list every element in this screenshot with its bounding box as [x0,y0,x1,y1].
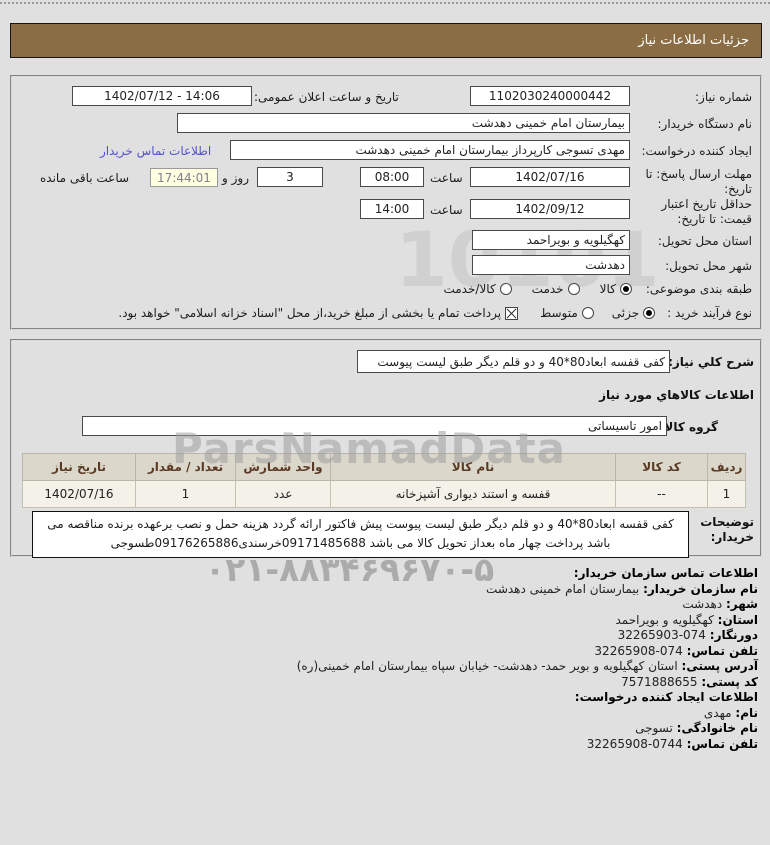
org-contact-heading: اطلاعات تماس سازمان خریدار: [573,566,758,580]
creator-input[interactable] [230,140,630,160]
cell-item-name: قفسه و استند دیواری آشپزخانه [330,480,616,508]
contact-section: اطلاعات تماس سازمان خریدار: نام سازمان خ… [12,566,758,752]
announce-datetime-input[interactable] [72,86,252,106]
deadline-days-label: روز و [222,171,249,185]
validity-date-input[interactable] [470,199,630,219]
deadline-hour-label: ساعت [430,171,463,185]
process-option-minor: جزئی [611,306,640,320]
items-table-header-row: ردیف کد کالا نام کالا واحد شمارش تعداد /… [22,453,746,481]
category-row: طبقه بندی موضوعی: کالا خدمت کالا/خدمت [443,282,752,296]
category-radio-goods-service[interactable] [499,283,512,295]
table-row: 1 -- قفسه و استند دیواری آشپزخانه عدد 1 … [22,480,746,508]
col-row-number: ردیف [707,453,746,481]
need-items-panel: شرح کلي نیاز: اطلاعات کالاهاي مورد نیاز … [10,339,762,558]
top-dotted-divider [0,2,770,4]
col-item-name: نام کالا [330,453,616,481]
org-phone-line: تلفن تماس: 32265908-074 [594,643,758,658]
validity-hour-label: ساعت [430,203,463,217]
org-province-line: استان: کهگیلویه و بویراحمد [615,612,758,627]
treasury-docs-checkbox[interactable] [505,306,519,320]
org-address-line: آدرس پستی: استان کهگیلویه و بویر حمد- ده… [296,659,758,673]
treasury-docs-label: پرداخت تمام یا بخشی از مبلغ خرید،از محل … [118,306,502,320]
page-title: جزئیات اطلاعات نیاز [638,33,749,48]
deadline-time-input[interactable] [360,167,424,187]
deadline-date-input[interactable] [470,167,630,187]
goods-group-input[interactable] [82,416,667,436]
process-radio-minor[interactable] [643,307,656,319]
col-need-date: تاریخ نیاز [22,453,136,481]
process-label: نوع فرآیند خرید : [667,306,752,320]
need-summary-label: شرح کلي نیاز: [668,355,754,369]
validity-time-input[interactable] [360,199,424,219]
cell-unit: عدد [235,480,331,508]
need-info-panel: شماره نیاز: تاریخ و ساعت اعلان عمومی: نا… [10,75,762,330]
creator-label: ایجاد کننده درخواست: [641,144,752,158]
col-item-code: کد کالا [615,453,708,481]
deadline-countdown: 17:44:01 [150,168,218,187]
org-fax-line: دورنگار: 32265903-074 [617,628,758,642]
process-radio-medium[interactable] [581,307,594,319]
category-label: طبقه بندی موضوعی: [645,282,752,296]
col-unit: واحد شمارش [235,453,331,481]
province-label: استان محل تحویل: [657,234,752,248]
creator-name-line: نام: مهدی [703,705,758,720]
org-postal-line: کد پستی: 7571888655 [621,674,758,689]
cell-row-number: 1 [707,480,746,508]
org-city-line: شهر: دهدشت [682,597,758,611]
buyer-org-label: نام دستگاه خریدار: [657,117,753,131]
city-label: شهر محل تحویل: [665,259,752,273]
deadline-label: مهلت ارسال پاسخ: تا تاریخ: [645,167,752,196]
process-row: نوع فرآیند خرید : جزئی متوسط پرداخت تمام… [118,306,752,320]
deadline-remain-label: ساعت باقی مانده [40,171,130,185]
page-title-bar: جزئیات اطلاعات نیاز [10,23,762,58]
creator-contact-heading: اطلاعات ایجاد کننده درخواست: [574,690,758,704]
need-summary-input[interactable] [357,350,670,373]
announce-label: تاریخ و ساعت اعلان عمومی: [254,90,399,104]
validity-label: حداقل تاریخ اعتبار قیمت: تا تاریخ: [661,197,752,226]
city-input[interactable] [472,255,630,275]
province-input[interactable] [472,230,630,250]
category-option-service: خدمت [531,282,564,296]
category-radio-service[interactable] [567,283,580,295]
items-heading: اطلاعات کالاهاي مورد نیاز [599,388,754,402]
category-option-goods-service: کالا/خدمت [443,282,496,296]
need-number-input[interactable] [470,86,630,106]
cell-need-date: 1402/07/16 [22,480,136,508]
buyer-desc-label: توضیحات خریدار: [700,515,754,544]
goods-group-label: گروه کالا: [659,420,718,434]
creator-phone-line: تلفن تماس: 32265908-0744 [586,736,758,751]
category-radio-goods[interactable] [619,283,632,295]
col-quantity: تعداد / مقدار [135,453,236,481]
cell-item-code: -- [615,480,708,508]
buyer-contact-link[interactable]: اطلاعات تماس خریدار [100,144,212,158]
buyer-org-input[interactable] [177,113,630,133]
org-name-line: نام سازمان خریدار: بیمارستان امام خمینی … [486,581,758,596]
creator-lastname-line: نام خانوادگی: تسوجی [635,721,758,735]
cell-quantity: 1 [135,480,236,508]
buyer-desc-box: کفی قفسه ابعاد80*40 و دو قلم دیگر طبق لی… [32,511,689,558]
items-table: ردیف کد کالا نام کالا واحد شمارش تعداد /… [22,453,746,508]
deadline-days-input[interactable] [257,167,323,187]
need-number-label: شماره نیاز: [695,90,752,104]
category-option-goods: کالا [599,282,616,296]
process-option-medium: متوسط [540,306,578,320]
